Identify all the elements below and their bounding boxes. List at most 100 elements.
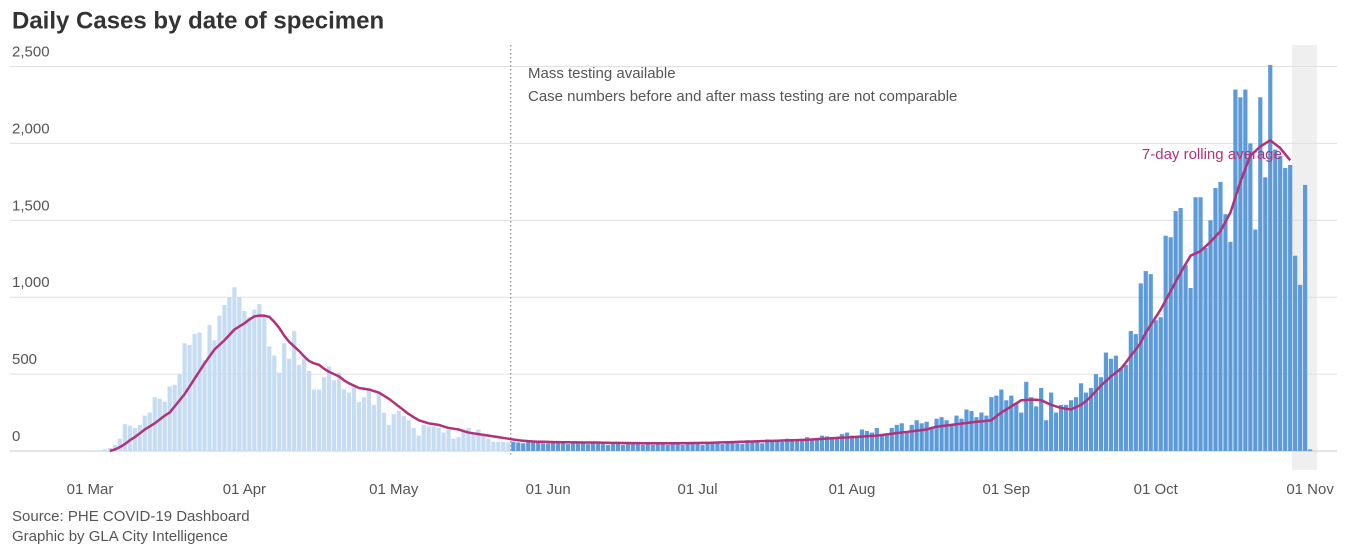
bar <box>1183 264 1188 451</box>
bar <box>979 412 984 451</box>
bar <box>610 444 615 451</box>
bar <box>565 444 571 451</box>
bar <box>570 443 576 451</box>
bar <box>137 424 142 451</box>
bar <box>615 443 620 451</box>
bar <box>1303 184 1308 452</box>
bar <box>1103 352 1109 451</box>
bar <box>690 444 695 451</box>
bar <box>1238 97 1243 452</box>
bar <box>511 441 516 451</box>
bar <box>1278 155 1283 451</box>
bar <box>824 436 830 451</box>
bar <box>546 443 551 451</box>
bar <box>1268 64 1273 451</box>
bar <box>1228 241 1233 451</box>
bar <box>142 415 147 451</box>
bar <box>1233 89 1238 452</box>
bar <box>819 435 825 451</box>
bar <box>257 304 262 451</box>
bar <box>994 395 999 451</box>
bar <box>341 389 347 451</box>
bar <box>521 443 526 451</box>
bar <box>1298 284 1303 451</box>
bar <box>765 439 770 451</box>
bar <box>1019 412 1024 451</box>
bar <box>575 442 581 451</box>
bar <box>1273 149 1278 452</box>
bar <box>177 374 182 451</box>
bar <box>894 424 899 451</box>
bar <box>1148 274 1153 451</box>
bar <box>1213 188 1218 452</box>
x-tick-label: 01 Oct <box>1134 481 1179 498</box>
bar <box>710 441 715 451</box>
bar <box>112 444 117 451</box>
bar <box>381 412 386 451</box>
bar <box>451 438 456 451</box>
bar <box>1253 229 1258 451</box>
bar <box>431 426 436 451</box>
bar <box>1009 395 1014 451</box>
y-tick-label: 0 <box>12 428 20 445</box>
bar <box>934 418 939 451</box>
bar <box>1083 392 1089 451</box>
bar <box>834 438 840 451</box>
bar <box>496 441 501 451</box>
bar <box>122 424 127 451</box>
bar <box>864 431 869 451</box>
bar <box>904 431 909 451</box>
bar <box>491 441 496 451</box>
bar <box>1068 400 1074 451</box>
bar <box>416 435 421 451</box>
bar <box>1178 208 1183 451</box>
bar <box>516 442 521 451</box>
x-tick-label: 01 Aug <box>829 481 876 498</box>
bar <box>386 424 391 451</box>
bar <box>1158 317 1163 451</box>
line-label: 7-day rolling average <box>1142 146 1282 163</box>
x-tick-label: 01 Jul <box>678 481 718 498</box>
bar <box>805 437 810 451</box>
bar <box>1263 177 1268 451</box>
bar <box>197 332 202 451</box>
bar <box>117 438 122 451</box>
bar <box>1258 97 1263 452</box>
bar <box>287 358 292 451</box>
bar <box>107 447 113 451</box>
bar <box>192 334 197 451</box>
bar <box>217 315 222 451</box>
bar <box>292 331 297 451</box>
bar <box>551 442 556 451</box>
bar <box>356 401 362 451</box>
bar <box>461 431 466 451</box>
bar <box>1188 287 1193 451</box>
bar <box>999 389 1004 451</box>
bar <box>1133 334 1138 451</box>
bar <box>162 401 167 451</box>
bar <box>1288 164 1293 452</box>
bar <box>486 438 491 451</box>
bar <box>536 442 541 451</box>
bar <box>705 442 710 451</box>
bar <box>97 450 103 451</box>
bar <box>1044 420 1049 451</box>
x-tick-label: 01 May <box>369 481 419 498</box>
bar <box>1283 168 1288 451</box>
bar <box>1059 404 1064 451</box>
y-tick-label: 2,000 <box>12 120 50 137</box>
bar <box>620 444 625 451</box>
bar <box>884 434 889 451</box>
bar <box>237 297 242 451</box>
bar <box>277 372 282 451</box>
bar <box>406 420 411 451</box>
bar <box>561 443 566 451</box>
bar <box>680 444 685 451</box>
bar <box>899 423 904 451</box>
bar <box>954 415 959 451</box>
bar <box>436 427 441 451</box>
bar <box>695 443 700 451</box>
bar <box>247 317 252 451</box>
bar <box>859 429 864 451</box>
y-tick-label: 1,500 <box>12 197 50 214</box>
